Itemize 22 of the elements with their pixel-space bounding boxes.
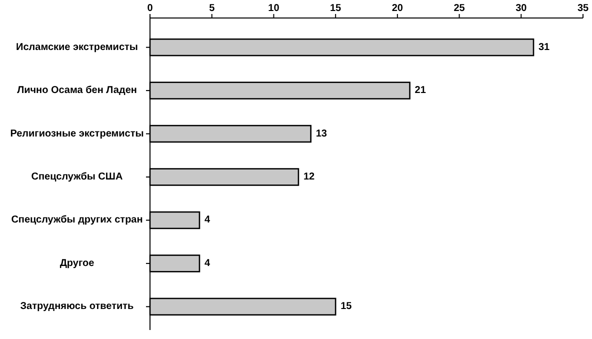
x-tick-label: 35 [577, 3, 589, 14]
x-tick-label: 5 [209, 3, 216, 14]
data-label: 21 [414, 85, 426, 96]
y-tick-label: Затрудняюсь ответить [20, 301, 134, 312]
y-tick-label: Лично Осама бен Ладен [17, 85, 137, 96]
y-tick-label: Спецслужбы других стран [11, 214, 143, 226]
x-tick-label: 30 [516, 3, 528, 14]
y-tick-label: Другое [60, 258, 95, 269]
y-tick-label: Исламские экстремисты [16, 42, 138, 53]
data-label: 15 [340, 301, 352, 312]
x-tick-label: 10 [268, 3, 280, 14]
x-tick-label: 15 [330, 3, 342, 14]
y-tick-label: Религиозные экстремисты [10, 128, 144, 140]
y-tick-label: Спецслужбы США [31, 172, 123, 182]
data-label: 31 [538, 42, 550, 53]
data-label: 4 [204, 214, 210, 226]
x-tick-label: 0 [147, 3, 154, 14]
x-tick-label: 20 [392, 3, 404, 14]
data-label: 12 [303, 172, 316, 182]
data-label: 4 [204, 258, 210, 269]
data-label: 13 [316, 128, 328, 140]
x-tick-label: 25 [454, 3, 466, 14]
